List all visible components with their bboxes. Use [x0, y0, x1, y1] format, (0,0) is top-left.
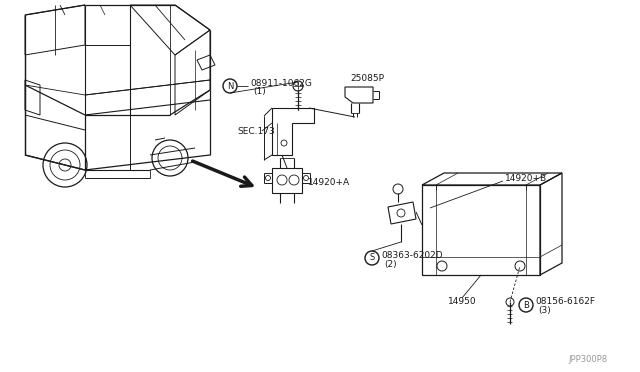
Text: S: S — [369, 253, 374, 263]
Text: 14920+B: 14920+B — [505, 173, 547, 183]
Text: (2): (2) — [384, 260, 397, 269]
Text: 14920+A: 14920+A — [308, 177, 350, 186]
Text: N: N — [227, 81, 233, 90]
Text: (3): (3) — [538, 305, 551, 314]
Text: (1): (1) — [253, 87, 266, 96]
Text: 08363-6202D: 08363-6202D — [381, 251, 443, 260]
Text: 08911-1062G: 08911-1062G — [250, 78, 312, 87]
Text: 25085P: 25085P — [350, 74, 384, 83]
Text: JPP300P8: JPP300P8 — [568, 356, 607, 365]
Text: 14950: 14950 — [448, 298, 477, 307]
Text: SEC.173: SEC.173 — [237, 126, 275, 135]
Text: B: B — [523, 301, 529, 310]
Text: 08156-6162F: 08156-6162F — [535, 298, 595, 307]
